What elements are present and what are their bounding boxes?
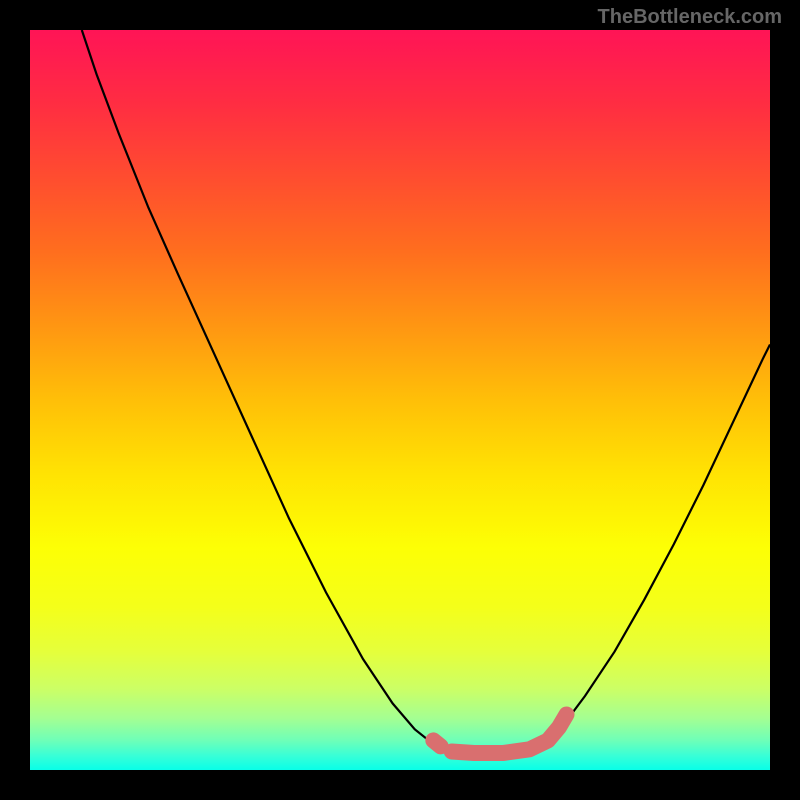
highlight-segment [433, 740, 440, 746]
bottleneck-curve [82, 30, 770, 752]
plot-area [30, 30, 770, 770]
curve-layer [30, 30, 770, 770]
watermark-text: TheBottleneck.com [598, 6, 782, 29]
highlight-region [433, 715, 566, 753]
highlight-segment [452, 715, 567, 753]
